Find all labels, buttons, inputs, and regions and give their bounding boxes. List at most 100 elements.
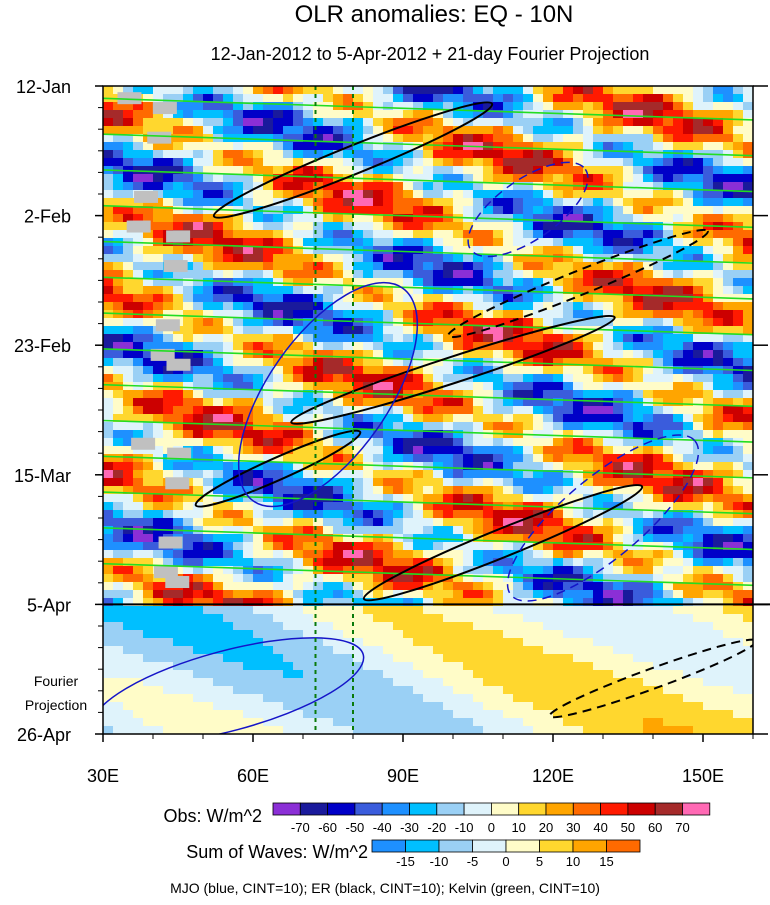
anomaly-cell: [383, 358, 393, 366]
anomaly-cell: [193, 422, 203, 430]
anomaly-cell: [553, 318, 563, 326]
anomaly-cell: [343, 534, 353, 542]
anomaly-cell: [263, 606, 273, 614]
anomaly-cell: [393, 134, 403, 142]
anomaly-cell: [463, 166, 473, 174]
anomaly-cell: [353, 694, 363, 702]
anomaly-cell: [453, 94, 463, 102]
anomaly-cell: [333, 318, 343, 326]
anomaly-cell: [343, 86, 353, 94]
anomaly-cell: [223, 118, 233, 126]
anomaly-cell: [233, 694, 243, 702]
anomaly-cell: [443, 670, 453, 678]
anomaly-cell: [343, 238, 353, 246]
anomaly-cell: [193, 334, 203, 342]
anomaly-cell: [353, 638, 363, 646]
anomaly-cell: [743, 182, 753, 190]
anomaly-cell: [383, 206, 393, 214]
anomaly-cell: [613, 534, 623, 542]
anomaly-cell: [103, 142, 113, 150]
anomaly-cell: [703, 454, 713, 462]
anomaly-cell: [603, 334, 613, 342]
anomaly-cell: [353, 598, 363, 606]
anomaly-cell: [413, 158, 423, 166]
anomaly-cell: [463, 518, 473, 526]
anomaly-cell: [653, 678, 663, 686]
anomaly-cell: [503, 638, 513, 646]
anomaly-cell: [283, 654, 293, 662]
anomaly-cell: [453, 438, 463, 446]
anomaly-cell: [643, 566, 653, 574]
anomaly-cell: [203, 614, 213, 622]
anomaly-cell: [423, 326, 433, 334]
anomaly-cell: [173, 390, 183, 398]
anomaly-cell: [663, 294, 673, 302]
anomaly-cell: [133, 598, 143, 606]
anomaly-cell: [233, 542, 243, 550]
anomaly-cell: [113, 414, 123, 422]
anomaly-cell: [543, 254, 553, 262]
anomaly-cell: [233, 182, 243, 190]
anomaly-cell: [563, 174, 573, 182]
anomaly-cell: [283, 574, 293, 582]
anomaly-cell: [153, 174, 163, 182]
anomaly-cell: [513, 270, 523, 278]
anomaly-cell: [243, 286, 253, 294]
anomaly-cell: [293, 518, 303, 526]
anomaly-cell: [213, 86, 223, 94]
anomaly-cell: [303, 206, 313, 214]
anomaly-cell: [463, 358, 473, 366]
anomaly-cell: [653, 374, 663, 382]
anomaly-cell: [423, 654, 433, 662]
anomaly-cell: [113, 590, 123, 598]
anomaly-cell: [583, 454, 593, 462]
anomaly-cell: [443, 110, 453, 118]
anomaly-cell: [413, 430, 423, 438]
anomaly-cell: [493, 406, 503, 414]
anomaly-cell: [563, 590, 573, 598]
anomaly-cell: [493, 694, 503, 702]
anomaly-cell: [253, 646, 263, 654]
anomaly-cell: [683, 238, 693, 246]
anomaly-cell: [273, 478, 283, 486]
anomaly-cell: [593, 598, 603, 606]
anomaly-cell: [623, 86, 633, 94]
anomaly-cell: [503, 630, 513, 638]
anomaly-cell: [153, 222, 163, 230]
anomaly-cell: [693, 446, 703, 454]
anomaly-cell: [443, 262, 453, 270]
anomaly-cell: [723, 462, 733, 470]
anomaly-cell: [433, 366, 443, 374]
anomaly-cell: [233, 446, 243, 454]
anomaly-cell: [523, 686, 533, 694]
anomaly-cell: [353, 686, 363, 694]
anomaly-cell: [303, 326, 313, 334]
anomaly-cell: [643, 430, 653, 438]
anomaly-cell: [673, 510, 683, 518]
anomaly-cell: [273, 222, 283, 230]
anomaly-cell: [593, 430, 603, 438]
anomaly-cell: [323, 630, 333, 638]
anomaly-cell: [223, 158, 233, 166]
anomaly-cell: [413, 678, 423, 686]
anomaly-cell: [603, 686, 613, 694]
anomaly-cell: [653, 614, 663, 622]
anomaly-cell: [313, 430, 323, 438]
anomaly-cell: [103, 270, 113, 278]
anomaly-cell: [743, 238, 753, 246]
anomaly-cell: [323, 646, 333, 654]
anomaly-cell: [563, 86, 573, 94]
anomaly-cell: [363, 302, 373, 310]
anomaly-cell: [413, 638, 423, 646]
anomaly-cell: [183, 118, 193, 126]
anomaly-cell: [243, 542, 253, 550]
anomaly-cell: [543, 526, 553, 534]
anomaly-cell: [723, 686, 733, 694]
anomaly-cell: [123, 694, 133, 702]
anomaly-cell: [163, 166, 173, 174]
anomaly-cell: [533, 238, 543, 246]
anomaly-cell: [283, 214, 293, 222]
anomaly-cell: [273, 430, 283, 438]
anomaly-cell: [273, 166, 283, 174]
anomaly-cell: [583, 382, 593, 390]
